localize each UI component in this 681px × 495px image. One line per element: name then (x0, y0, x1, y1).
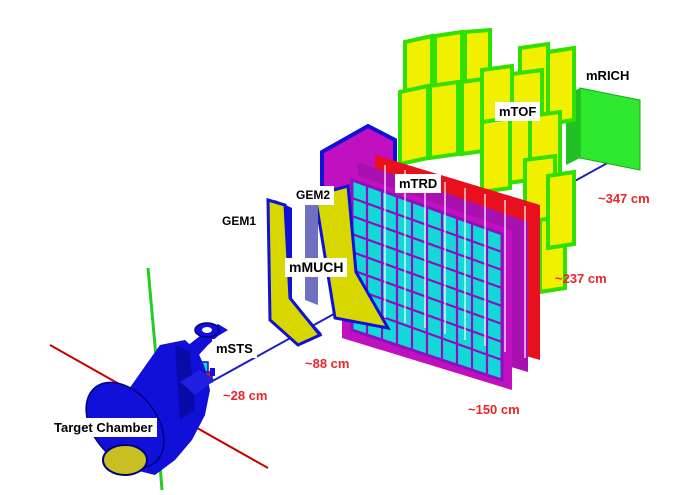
gem1-label: GEM1 (218, 212, 261, 231)
mtrd-distance: ~150 cm (468, 402, 520, 417)
gem2-label: GEM2 (292, 186, 335, 205)
mtrd-label: mTRD (395, 174, 442, 193)
mmuch-distance: ~88 cm (305, 356, 350, 371)
mrich-label: mRICH (582, 66, 634, 85)
green-axis (146, 267, 159, 369)
mtof-distance: ~237 cm (555, 271, 607, 286)
mrich-distance: ~347 cm (598, 191, 650, 206)
msts-label: mSTS (212, 339, 257, 358)
gem1-detector (266, 197, 323, 347)
mtrd-detector (320, 123, 540, 390)
gem2-detector (305, 184, 391, 331)
msts-distance: ~28 cm (223, 388, 268, 403)
target-chamber-label: Target Chamber (50, 418, 157, 437)
mtof-detector (398, 27, 576, 295)
mrich-detector (566, 87, 641, 171)
mtof-label: mTOF (495, 102, 541, 121)
target-chamber (85, 322, 228, 476)
mmuch-label: mMUCH (285, 258, 348, 277)
